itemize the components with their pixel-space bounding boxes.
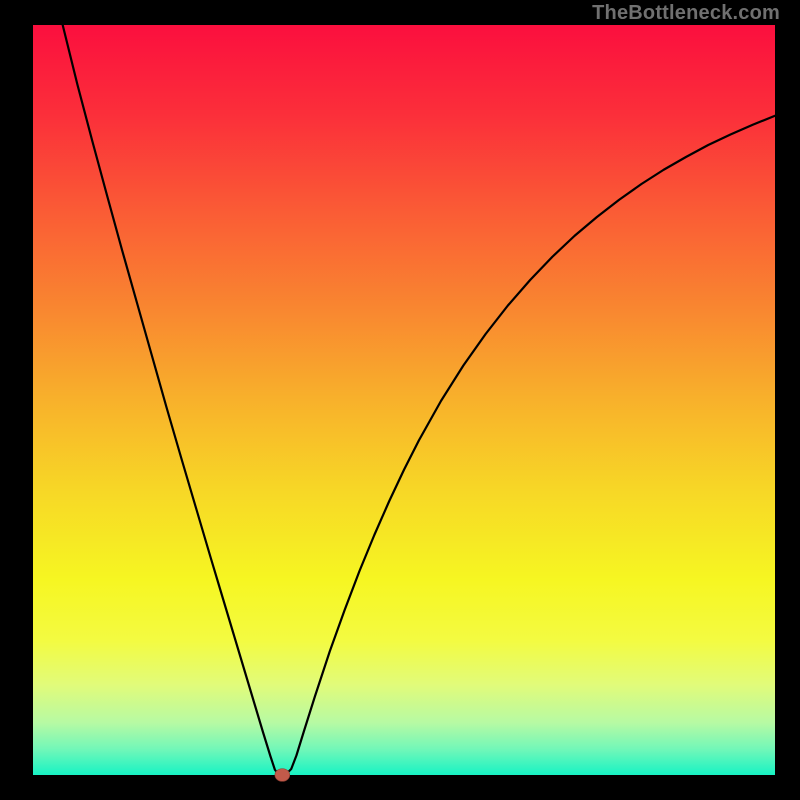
chart-canvas: TheBottleneck.com bbox=[0, 0, 800, 800]
bottleneck-chart bbox=[0, 0, 800, 800]
optimal-marker bbox=[275, 769, 290, 782]
watermark-text: TheBottleneck.com bbox=[592, 2, 780, 25]
plot-background bbox=[33, 25, 775, 775]
